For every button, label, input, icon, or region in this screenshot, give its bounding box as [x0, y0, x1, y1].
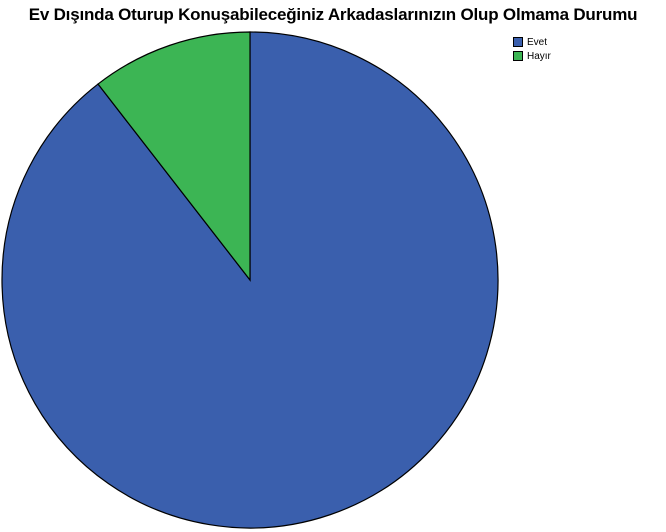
legend-swatch-hayir: [513, 51, 523, 61]
legend: Evet Hayır: [513, 35, 551, 63]
legend-item-evet: Evet: [513, 35, 551, 49]
pie-slice-hayir: [97, 31, 251, 282]
legend-label-evet: Evet: [527, 36, 548, 48]
legend-swatch-evet: [513, 37, 523, 47]
legend-label-hayir: Hayır: [527, 50, 551, 62]
chart-title: Ev Dışında Oturup Konuşabileceğiniz Arka…: [28, 5, 638, 24]
legend-item-hayir: Hayır: [513, 49, 551, 63]
